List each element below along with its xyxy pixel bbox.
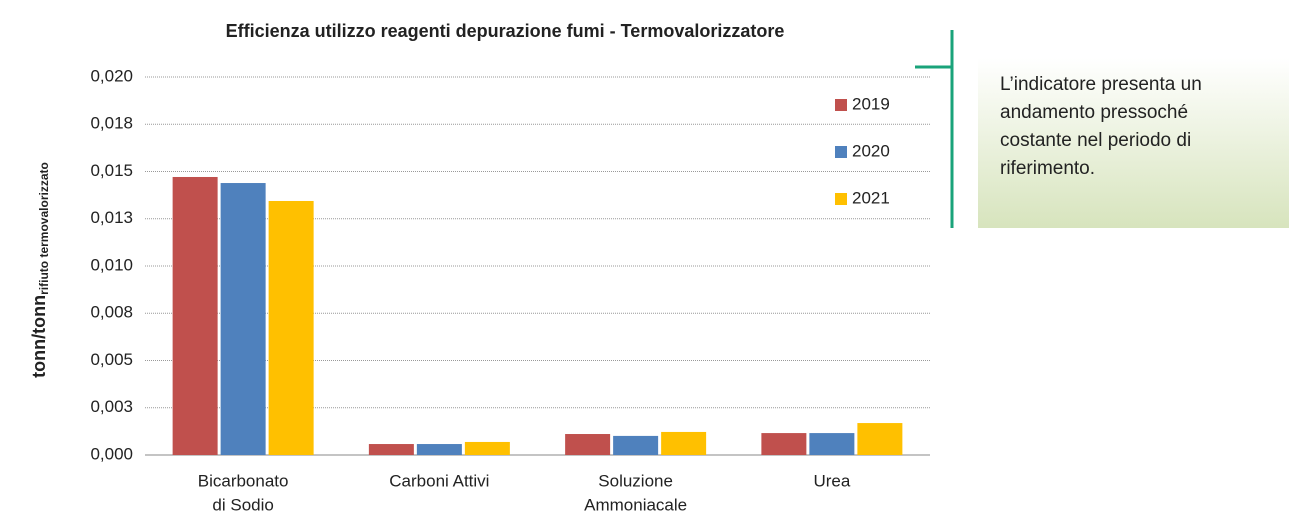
- note-text: riferimento.: [1000, 158, 1095, 179]
- legend-swatch: [835, 193, 847, 205]
- note-text: L’indicatore presenta un: [1000, 74, 1202, 95]
- y-tick-label: 0,020: [90, 66, 133, 85]
- legend-swatch: [835, 99, 847, 111]
- x-tick-label: Urea: [813, 471, 850, 490]
- x-tick-label: Carboni Attivi: [389, 471, 489, 490]
- legend-label: 2019: [852, 94, 890, 113]
- note: L’indicatore presenta un andamento presso…: [1000, 74, 1202, 179]
- x-tick-label: Ammoniacale: [584, 495, 687, 514]
- chart-title: Efficienza utilizzo reagenti depurazione…: [226, 21, 785, 41]
- bar: [268, 200, 314, 455]
- bar: [172, 176, 218, 455]
- bar: [761, 433, 807, 455]
- legend-label: 2021: [852, 188, 890, 207]
- bar: [464, 441, 510, 455]
- bar: [220, 183, 266, 456]
- bar: [661, 431, 707, 455]
- x-tick-label: Soluzione: [598, 471, 673, 490]
- note-box: [978, 58, 1289, 228]
- y-tick-label: 0,013: [90, 208, 133, 227]
- note-text: costante nel periodo di: [1000, 130, 1191, 151]
- x-tick-label: di Sodio: [212, 495, 273, 514]
- bar: [565, 434, 611, 455]
- bar: [416, 444, 462, 455]
- y-tick-label: 0,003: [90, 397, 133, 416]
- note-text: andamento pressoché: [1000, 102, 1188, 123]
- y-tick-label: 0,018: [90, 114, 133, 133]
- y-tick-label: 0,015: [90, 161, 133, 180]
- legend-swatch: [835, 146, 847, 158]
- y-tick-label: 0,000: [90, 444, 133, 463]
- bar: [368, 444, 414, 455]
- legend-label: 2020: [852, 141, 890, 160]
- bar: [613, 435, 659, 455]
- x-tick-label: Bicarbonato: [198, 471, 289, 490]
- y-tick-label: 0,005: [90, 350, 133, 369]
- y-tick-label: 0,010: [90, 255, 133, 274]
- y-axis-label: tonn/tonnrifiuto termovalorizzato: [29, 162, 51, 378]
- y-tick-label: 0,008: [90, 303, 133, 322]
- bar: [857, 423, 903, 455]
- bar: [809, 433, 855, 455]
